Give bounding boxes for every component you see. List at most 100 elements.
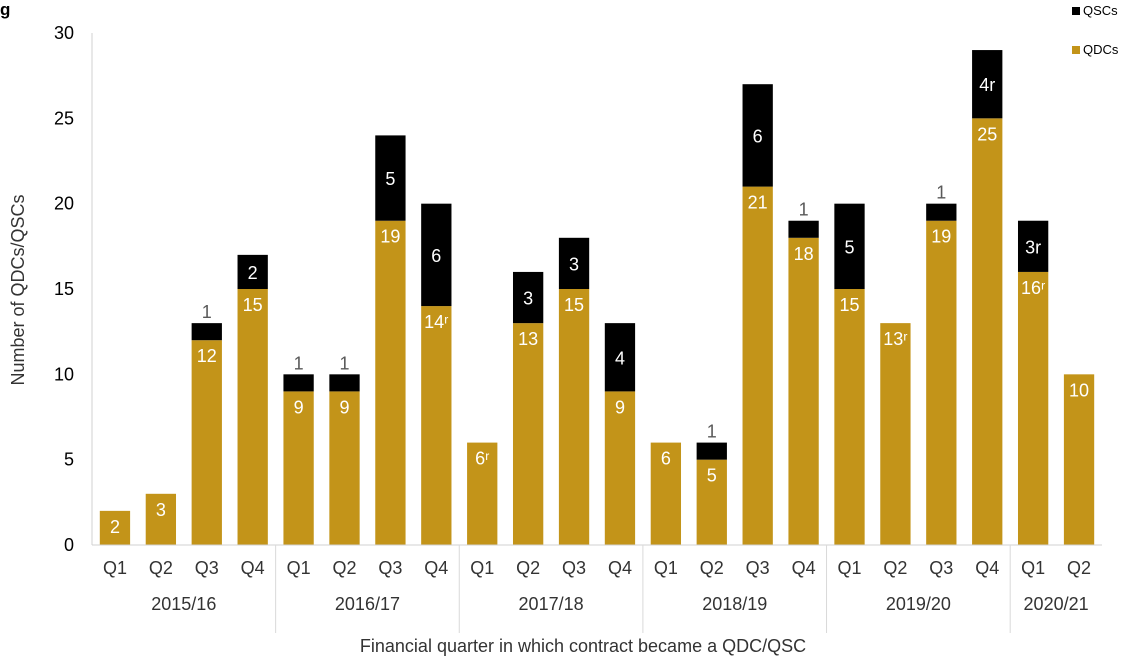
bar-label-qsc: 6 — [431, 246, 441, 266]
x-tick-label: Q2 — [883, 558, 907, 578]
bar-qsc — [834, 203, 865, 289]
year-group-label: 2019/20 — [886, 594, 951, 614]
x-tick-label: Q3 — [195, 558, 219, 578]
bar-qdc — [191, 340, 222, 545]
bar-label-qdc: 15 — [243, 295, 263, 315]
chart-title: g — [0, 0, 10, 19]
bar-label-qdc: 5 — [707, 466, 717, 486]
bar-label-qdc: 6 — [661, 449, 671, 469]
bar-label-qdc: 6ʳ — [475, 449, 489, 469]
y-tick-label: 25 — [54, 108, 74, 128]
x-tick-label: Q2 — [700, 558, 724, 578]
bar-label-qdc: 21 — [748, 193, 768, 213]
bar-qdc — [329, 391, 360, 545]
bar-label-qsc: 1 — [707, 422, 717, 442]
bar-qsc — [375, 135, 406, 221]
bar-qsc — [558, 237, 590, 289]
bar-label-qsc: 3 — [523, 289, 533, 309]
legend: QSCs QDCs — [1072, 3, 1119, 57]
bar-qdc — [1063, 374, 1095, 545]
x-tick-label: Q2 — [149, 558, 173, 578]
x-tick-label: Q3 — [929, 558, 953, 578]
y-tick-label: 30 — [54, 23, 74, 43]
bar-label-qsc: 4 — [615, 348, 625, 368]
bar-label-qsc: 3r — [1025, 237, 1041, 257]
x-tick-label: Q1 — [287, 558, 311, 578]
bar-qdc — [237, 289, 268, 545]
bar-label-qdc: 10 — [1069, 380, 1089, 400]
bar-label-qsc: 1 — [339, 353, 349, 373]
x-tick-label: Q1 — [1021, 558, 1045, 578]
x-tick-label: Q4 — [241, 558, 265, 578]
bar-label-qsc: 1 — [202, 302, 212, 322]
bar-qsc — [283, 374, 314, 392]
bar-label-qsc: 6 — [753, 126, 763, 146]
bar-label-qdc: 16ʳ — [1021, 278, 1045, 298]
bar-label-qdc: 19 — [931, 227, 951, 247]
bar-label-qsc: 4r — [979, 75, 995, 95]
bar-label-qdc: 13 — [518, 329, 538, 349]
bar-qdc — [467, 442, 498, 545]
x-tick-label: Q3 — [378, 558, 402, 578]
y-tick-label: 20 — [54, 194, 74, 214]
x-tick-label: Q2 — [1067, 558, 1091, 578]
bar-qsc — [1017, 220, 1049, 272]
x-axis: Q1 Q2 Q3 Q4 Q1 Q2 Q3 Q4 Q1 Q2 Q3 Q4 Q1 Q2 Q3 Q4 Q1 Q2 Q3 Q4… — [92, 544, 1102, 633]
bar-qsc — [696, 442, 727, 460]
bar-label-qsc: 5 — [844, 237, 854, 257]
bar-qdc — [283, 391, 314, 545]
bar-qsc — [742, 84, 773, 187]
y-tick-label: 15 — [54, 279, 74, 299]
bar-qdc — [375, 220, 406, 545]
bar-label-qsc: 2 — [248, 263, 258, 283]
bar-qsc — [329, 374, 360, 392]
bar-qdc — [512, 323, 544, 545]
legend-label: QDCs — [1083, 42, 1119, 57]
legend-swatch — [1072, 7, 1080, 15]
x-tick-label: Q1 — [103, 558, 127, 578]
year-group-label: 2017/18 — [519, 594, 584, 614]
bar-label-qdc: 9 — [615, 397, 625, 417]
x-tick-label: Q2 — [516, 558, 540, 578]
bar-label-qdc: 15 — [839, 295, 859, 315]
bar-qdc — [421, 306, 452, 545]
bar-qsc — [191, 323, 222, 341]
year-group-label: 2018/19 — [702, 594, 767, 614]
legend-swatch — [1072, 46, 1080, 54]
bar-label-qdc: 9 — [294, 397, 304, 417]
bar-qsc — [512, 271, 544, 324]
bar-qsc — [237, 254, 268, 289]
y-tick-label: 10 — [54, 364, 74, 384]
x-tick-label: Q4 — [424, 558, 448, 578]
bar-qdc — [604, 391, 636, 545]
bar-qsc — [604, 323, 636, 392]
x-tick-label: Q3 — [562, 558, 586, 578]
x-tick-label: Q2 — [332, 558, 356, 578]
year-group-label: 2015/16 — [151, 594, 216, 614]
y-tick-label: 0 — [64, 535, 74, 555]
bar-label-qsc: 1 — [799, 200, 809, 220]
bar-label-qsc: 1 — [294, 353, 304, 373]
bar-qdc — [880, 323, 911, 545]
x-tick-label: Q4 — [975, 558, 999, 578]
bar-label-qdc: 18 — [794, 244, 814, 264]
x-tick-label: Q4 — [608, 558, 632, 578]
bar-qdc — [788, 237, 819, 546]
bar-qdc — [972, 118, 1003, 545]
bar-qdc — [558, 289, 590, 545]
bar-qsc — [926, 203, 957, 221]
bar-label-qdc: 2 — [110, 517, 120, 537]
bar-label-qdc: 9 — [339, 397, 349, 417]
bar-label-qdc: 19 — [380, 227, 400, 247]
bar-label-qsc: 1 — [936, 183, 946, 203]
bar-qdc — [99, 510, 131, 545]
bar-qdc — [1017, 271, 1049, 545]
y-tick-label: 5 — [64, 450, 74, 470]
x-tick-label: Q4 — [792, 558, 816, 578]
bar-qdc — [834, 289, 865, 545]
x-tick-label: Q1 — [470, 558, 494, 578]
bar-qsc — [972, 50, 1003, 119]
bar-label-qdc: 3 — [156, 500, 166, 520]
bar-qsc — [421, 203, 452, 307]
